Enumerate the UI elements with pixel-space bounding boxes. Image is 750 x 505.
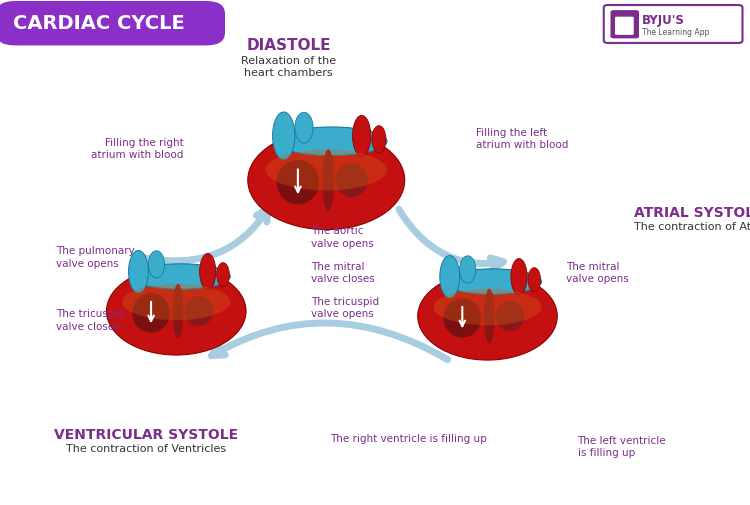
Ellipse shape [442,269,542,294]
Ellipse shape [443,298,482,338]
Ellipse shape [248,131,405,230]
Text: Relaxation of the
heart chambers: Relaxation of the heart chambers [242,56,336,78]
Ellipse shape [528,268,541,292]
Ellipse shape [484,289,495,343]
Ellipse shape [266,149,387,190]
Ellipse shape [372,126,386,153]
Text: CARDIAC CYCLE: CARDIAC CYCLE [13,14,185,33]
Ellipse shape [217,263,229,287]
Ellipse shape [418,272,557,360]
Ellipse shape [122,284,230,320]
Ellipse shape [496,301,524,331]
Text: The tricuspid
valve opens: The tricuspid valve opens [311,297,380,319]
FancyBboxPatch shape [0,1,225,45]
Ellipse shape [460,256,476,283]
Text: The left ventricle
is filling up: The left ventricle is filling up [578,436,666,458]
FancyBboxPatch shape [610,10,639,38]
FancyBboxPatch shape [604,5,742,43]
Text: The pulmonary
valve opens: The pulmonary valve opens [56,246,135,269]
Text: The aortic
valve opens: The aortic valve opens [311,226,374,248]
Ellipse shape [352,115,370,157]
Text: ATRIAL SYSTOLE: ATRIAL SYSTOLE [634,206,750,220]
Ellipse shape [272,112,295,160]
Text: VENTRICULAR SYSTOLE: VENTRICULAR SYSTOLE [54,428,238,442]
Text: The contraction of Atria: The contraction of Atria [634,222,750,232]
FancyBboxPatch shape [615,17,634,35]
Text: The contraction of Ventricles: The contraction of Ventricles [66,444,226,454]
Ellipse shape [200,254,216,290]
Text: Filling the left
atrium with blood: Filling the left atrium with blood [476,128,568,150]
Ellipse shape [131,264,230,289]
Ellipse shape [335,163,368,197]
Ellipse shape [322,149,334,211]
Ellipse shape [106,267,246,355]
Ellipse shape [433,289,542,325]
Ellipse shape [128,250,148,293]
Text: The mitral
valve opens: The mitral valve opens [566,262,629,284]
Text: DIASTOLE: DIASTOLE [247,38,331,53]
Text: Filling the right
atrium with blood: Filling the right atrium with blood [92,138,184,160]
Ellipse shape [132,293,170,333]
Ellipse shape [295,112,313,143]
Text: BYJU'S: BYJU'S [642,14,685,27]
Ellipse shape [172,284,184,338]
Text: The tricuspid
valve closes: The tricuspid valve closes [56,310,125,332]
Text: The mitral
valve closes: The mitral valve closes [311,262,375,284]
Ellipse shape [276,127,387,156]
Ellipse shape [440,256,460,298]
Ellipse shape [148,251,164,278]
Text: The right ventricle is filling up: The right ventricle is filling up [331,434,488,444]
Ellipse shape [277,160,320,205]
Ellipse shape [511,259,527,295]
Ellipse shape [184,296,213,326]
Text: The Learning App: The Learning App [642,28,710,37]
